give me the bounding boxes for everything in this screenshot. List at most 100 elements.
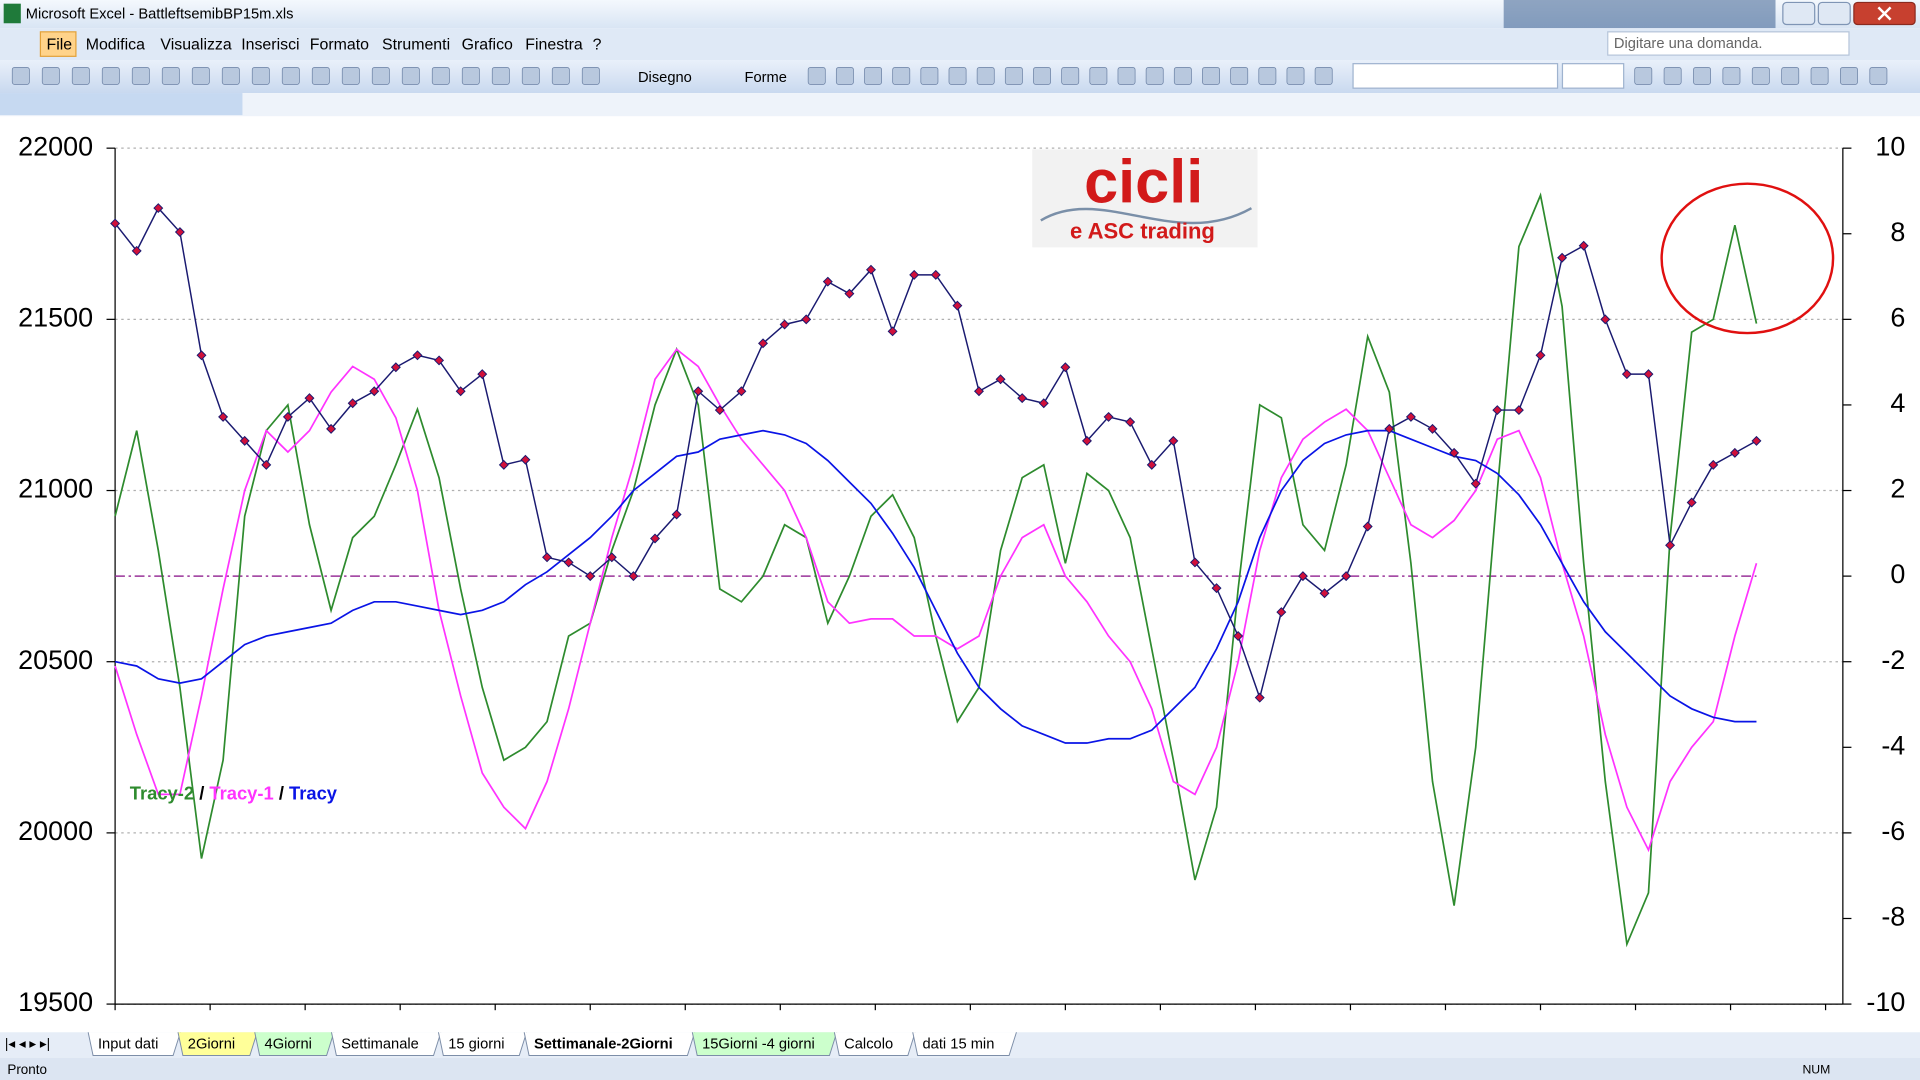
sheet-tab-label[interactable]: 4Giorni [265,1036,312,1052]
sheet-tab-label[interactable]: dati 15 min [923,1036,995,1052]
toolbar-icon[interactable] [1145,66,1164,85]
sheet-tab[interactable] [437,1032,528,1056]
sheet-tab[interactable] [523,1032,696,1056]
toolbar-icon[interactable] [920,66,939,85]
toolbar-shapes[interactable]: Forme [744,70,786,86]
data-marker [606,552,617,563]
toolbar-icon[interactable] [1286,66,1305,85]
toolbar-icon[interactable] [311,66,330,85]
help-box[interactable] [1607,31,1850,56]
sheet-tab-label[interactable]: Calcolo [844,1036,893,1052]
close-icon [1877,6,1892,21]
toolbar-icon[interactable] [1258,66,1277,85]
menu-item[interactable]: File [47,37,73,54]
sheet-tab[interactable] [833,1032,916,1056]
toolbar-icon[interactable] [1004,66,1023,85]
toolbar-icon[interactable] [1089,66,1108,85]
menu-item[interactable]: Grafico [462,37,513,54]
toolbar-icon[interactable] [281,66,300,85]
toolbar-icon[interactable] [1810,66,1829,85]
toolbar-icon[interactable] [976,66,995,85]
toolbar-icon[interactable] [491,66,510,85]
menu-item[interactable]: Modifica [86,37,145,54]
data-marker [1405,411,1416,422]
toolbar-icon[interactable] [1693,66,1711,85]
toolbar-icon[interactable] [1634,66,1653,85]
toolbar-icon[interactable] [1869,66,1888,85]
toolbar-icon[interactable] [1173,66,1192,85]
toolbar-icon[interactable] [101,66,120,85]
logo-box [1032,149,1258,248]
toolbar-icon[interactable] [1230,66,1249,85]
data-marker [1621,369,1632,380]
data-marker [477,369,488,380]
toolbar-icon[interactable] [1781,66,1800,85]
toolbar-icon[interactable] [835,66,854,85]
toolbar-icon[interactable] [1061,66,1080,85]
toolbar-icon[interactable] [131,66,150,85]
toolbar-icon[interactable] [1751,66,1770,85]
sheet-tab[interactable] [912,1032,1017,1056]
sheet-tab-label[interactable]: 2Giorni [188,1036,235,1052]
logo-swoosh [1040,207,1253,225]
menu-item[interactable]: Finestra [525,37,583,54]
sheet-tab-label[interactable]: Settimanale-2Giorni [534,1036,673,1052]
toolbar-icon[interactable] [1202,66,1220,85]
sheet-tab[interactable] [177,1032,258,1056]
font-box[interactable] [1352,63,1559,89]
toolbar-icon[interactable] [341,66,360,85]
legend-entry: Tracy-1 [209,783,273,804]
menu-item[interactable]: ? [593,37,602,54]
legend-separator: / [194,783,209,804]
toolbar-icon[interactable] [1722,66,1741,85]
sheet-tab-label[interactable]: 15 giorni [448,1036,504,1052]
toolbar-icon[interactable] [948,66,967,85]
menu-item[interactable]: Strumenti [382,37,450,54]
menu-item[interactable]: Visualizza [160,37,231,54]
data-marker [520,454,531,465]
toolbar-icon[interactable] [461,66,480,85]
toolbar-icon[interactable] [1663,66,1682,85]
toolbar-icon[interactable] [161,66,180,85]
toolbar-icon[interactable] [1314,66,1333,85]
sheet-tab[interactable] [254,1032,335,1056]
sheet-tab-label[interactable]: Input dati [98,1036,158,1052]
minimize-button[interactable] [1782,1,1816,26]
toolbar-icon[interactable] [892,66,911,85]
toolbar-icon[interactable] [191,66,210,85]
toolbar-icon[interactable] [251,66,270,85]
toolbar-icon[interactable] [551,66,570,85]
sheet-tab[interactable] [87,1032,181,1056]
data-marker [995,374,1006,385]
y2-tick-label: 8 [1890,217,1905,247]
toolbar-icon[interactable] [71,66,90,85]
maximize-button[interactable] [1817,1,1851,26]
toolbar-icon[interactable] [1840,66,1858,85]
y-tick-label: 20500 [18,645,93,675]
data-marker [153,203,164,214]
toolbar-icon[interactable] [521,66,540,85]
data-marker [1384,423,1395,434]
toolbar-icon[interactable] [1117,66,1136,85]
toolbar-icon[interactable] [401,66,420,85]
size-box[interactable] [1561,63,1625,89]
sheet-tab-label[interactable]: 15Giorni -4 giorni [702,1036,815,1052]
toolbar-icon[interactable] [1033,66,1051,85]
menu-item[interactable]: Inserisci [241,37,299,54]
tab-nav[interactable]: |◂ ◂ ▸ ▸| [5,1036,50,1051]
title-bar-shade [1503,0,1776,29]
sheet-tab[interactable] [331,1032,442,1056]
name-box[interactable] [0,93,243,116]
toolbar-drawing[interactable]: Disegno [638,70,692,86]
toolbar-icon[interactable] [11,66,30,85]
menu-item[interactable]: Formato [310,37,369,54]
toolbar-icon[interactable] [431,66,450,85]
toolbar-icon[interactable] [41,66,60,85]
toolbar-icon[interactable] [581,66,600,85]
toolbar-icon[interactable] [221,66,240,85]
toolbar-icon[interactable] [371,66,390,85]
sheet-tab[interactable] [691,1032,838,1056]
sheet-tab-label[interactable]: Settimanale [341,1036,419,1052]
toolbar-icon[interactable] [807,66,826,85]
toolbar-icon[interactable] [864,66,882,85]
